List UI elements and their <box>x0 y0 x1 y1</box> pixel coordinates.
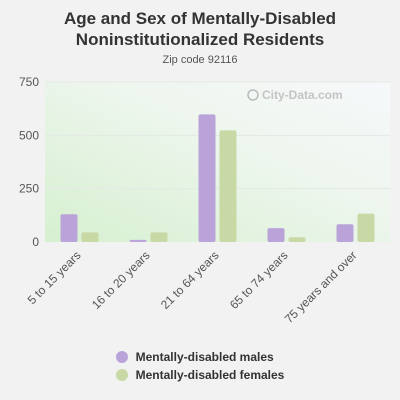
bar-females <box>357 213 375 242</box>
watermark-icon <box>247 89 259 101</box>
legend-item-females: Mentally-disabled females <box>115 368 285 382</box>
x-tick-label: 5 to 15 years <box>25 248 84 307</box>
bar-females <box>81 232 99 242</box>
legend: Mentally-disabled males Mentally-disabled… <box>0 350 400 382</box>
bar-females <box>219 130 237 242</box>
bar-males <box>198 114 216 242</box>
bar-males <box>129 239 147 242</box>
x-tick-label: 65 to 74 years <box>227 248 291 312</box>
y-tick-label: 0 <box>32 235 39 249</box>
legend-label: Mentally-disabled females <box>135 368 285 382</box>
legend-swatch <box>115 369 128 381</box>
x-tick-label: 21 to 64 years <box>158 248 222 312</box>
plot-area <box>45 82 390 242</box>
y-tick-label: 500 <box>19 128 39 142</box>
y-tick-label: 250 <box>19 182 39 196</box>
chart-subtitle: Zip code 92116 <box>162 54 238 66</box>
legend-swatch <box>115 351 128 363</box>
bar-males <box>60 214 78 242</box>
watermark-text: City-Data.com <box>262 88 343 102</box>
bar-females <box>288 237 306 242</box>
bar-males <box>267 228 285 242</box>
legend-label: Mentally-disabled males <box>135 350 274 364</box>
bar-males <box>336 224 354 242</box>
x-tick-label: 16 to 20 years <box>89 248 153 312</box>
y-tick-label: 750 <box>19 75 39 89</box>
legend-item-males: Mentally-disabled males <box>115 350 285 364</box>
chart-title-line-1: Age and Sex of Mentally-Disabled <box>63 9 337 28</box>
x-tick-label: 75 years and over <box>282 248 360 326</box>
chart-title: Age and Sex of Mentally-Disabled Noninst… <box>0 8 400 50</box>
bar-females <box>150 232 168 242</box>
chart-title-line-2: Noninstitutionalized Residents <box>75 30 325 49</box>
watermark: City-Data.com <box>247 88 343 102</box>
